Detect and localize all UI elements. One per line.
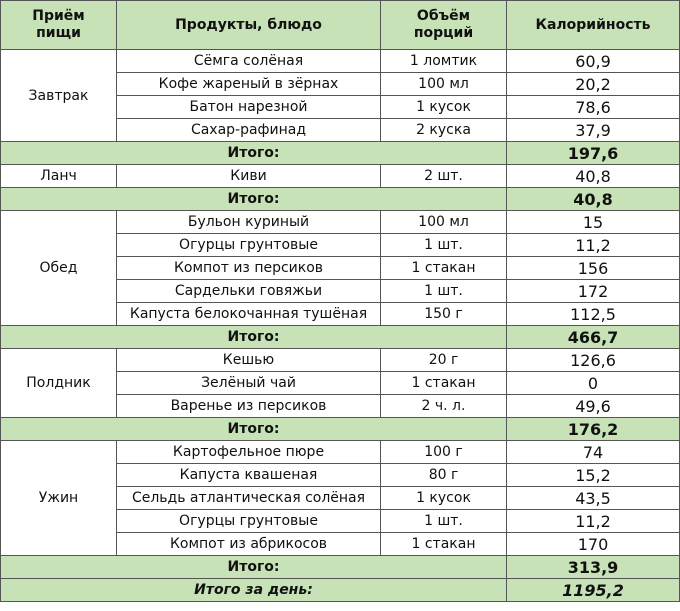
calories-cell: 74 (506, 440, 680, 464)
table-row: Сардельки говяжьи 1 шт. 172 (1, 279, 680, 303)
portion-cell: 1 ломтик (380, 49, 507, 73)
total-label: Итого: (0, 417, 507, 441)
product-cell: Сардельки говяжьи (116, 279, 381, 303)
portion-cell: 2 шт. (380, 164, 507, 188)
calories-cell: 20,2 (506, 72, 680, 96)
product-cell: Огурцы грунтовые (116, 509, 381, 533)
total-row: Итого: 466,7 (0, 325, 680, 349)
portion-cell: 1 шт. (380, 509, 507, 533)
portion-cell: 100 мл (380, 72, 507, 96)
table-row: Компот из персиков 1 стакан 156 (1, 256, 680, 280)
header-product: Продукты, блюдо (116, 0, 381, 50)
portion-cell: 2 куска (380, 118, 507, 142)
product-cell: Кофе жареный в зёрнах (116, 72, 381, 96)
portion-cell: 150 г (380, 302, 507, 326)
total-value: 197,6 (506, 141, 680, 165)
table-row: Сельдь атлантическая солёная 1 кусок 43,… (1, 486, 680, 510)
header-row: Приём пищи Продукты, блюдо Объём порций Ка… (0, 0, 680, 50)
product-cell: Варенье из персиков (116, 394, 381, 418)
portion-cell: 2 ч. л. (380, 394, 507, 418)
calories-cell: 0 (506, 371, 680, 395)
portion-cell: 1 кусок (380, 486, 507, 510)
portion-cell: 1 шт. (380, 233, 507, 257)
product-cell: Сельдь атлантическая солёная (116, 486, 381, 510)
product-cell: Сахар-рафинад (116, 118, 381, 142)
product-cell: Капуста квашеная (116, 463, 381, 487)
calories-cell: 43,5 (506, 486, 680, 510)
portion-cell: 80 г (380, 463, 507, 487)
table-row: Сахар-рафинад 2 куска 37,9 (1, 118, 680, 142)
total-label: Итого: (0, 555, 507, 579)
product-cell: Сёмга солёная (116, 49, 381, 73)
calories-cell: 15 (506, 210, 680, 234)
total-row: Итого: 40,8 (0, 187, 680, 211)
portion-cell: 100 г (380, 440, 507, 464)
grand-total-label: Итого за день: (0, 578, 507, 602)
portion-cell: 1 стакан (380, 371, 507, 395)
table-row: Зелёный чай 1 стакан 0 (1, 371, 680, 395)
table-row: Ужин Картофельное пюре 100 г 74 (0, 440, 680, 556)
table-row: Завтрак Сёмга солёная 1 ломтик 60,9 (0, 49, 680, 142)
total-row: Итого: 176,2 (0, 417, 680, 441)
total-label: Итого: (0, 141, 507, 165)
portion-cell: 1 кусок (380, 95, 507, 119)
table-row: Ланч Киви 2 шт. 40,8 (0, 164, 680, 188)
calories-cell: 40,8 (506, 164, 680, 188)
portion-cell: 20 г (380, 348, 507, 372)
table-row: Капуста белокочанная тушёная 150 г 112,5 (1, 302, 680, 326)
calories-cell: 156 (506, 256, 680, 280)
header-meal: Приём пищи (0, 0, 117, 50)
product-cell: Киви (116, 164, 381, 188)
meal-name: Ужин (0, 440, 117, 556)
total-row: Итого: 313,9 (0, 555, 680, 579)
calories-cell: 11,2 (506, 233, 680, 257)
portion-cell: 1 стакан (380, 532, 507, 556)
portion-cell: 1 стакан (380, 256, 507, 280)
product-cell: Зелёный чай (116, 371, 381, 395)
product-cell: Огурцы грунтовые (116, 233, 381, 257)
product-cell: Бульон куриный (116, 210, 381, 234)
grand-total-value: 1195,2 (506, 578, 680, 602)
total-label: Итого: (0, 187, 507, 211)
table-row: Полдник Кешью 20 г 126,6 (0, 348, 680, 418)
header-portion: Объём порций (380, 0, 507, 50)
table-row: Кофе жареный в зёрнах 100 мл 20,2 (1, 72, 680, 96)
meal-name: Полдник (0, 348, 117, 418)
meal-name: Ланч (0, 164, 117, 188)
calories-cell: 170 (506, 532, 680, 556)
product-cell: Компот из абрикосов (116, 532, 381, 556)
table-row: Батон нарезной 1 кусок 78,6 (1, 95, 680, 119)
meal-name: Обед (0, 210, 117, 326)
header-calories: Калорийность (506, 0, 680, 50)
table-row: Обед Бульон куриный 100 мл 15 (0, 210, 680, 326)
grand-total-row: Итого за день: 1195,2 (0, 578, 680, 602)
calories-cell: 37,9 (506, 118, 680, 142)
portion-cell: 100 мл (380, 210, 507, 234)
total-value: 176,2 (506, 417, 680, 441)
calories-cell: 15,2 (506, 463, 680, 487)
total-value: 313,9 (506, 555, 680, 579)
total-value: 466,7 (506, 325, 680, 349)
table-row: Огурцы грунтовые 1 шт. 11,2 (1, 233, 680, 257)
total-value: 40,8 (506, 187, 680, 211)
calories-cell: 112,5 (506, 302, 680, 326)
total-label: Итого: (0, 325, 507, 349)
table-body: Завтрак Сёмга солёная 1 ломтик 60,9 Кофе… (0, 49, 680, 602)
product-cell: Картофельное пюре (116, 440, 381, 464)
calories-cell: 60,9 (506, 49, 680, 73)
calories-cell: 172 (506, 279, 680, 303)
portion-cell: 1 шт. (380, 279, 507, 303)
calories-cell: 11,2 (506, 509, 680, 533)
calories-cell: 126,6 (506, 348, 680, 372)
product-cell: Компот из персиков (116, 256, 381, 280)
total-row: Итого: 197,6 (0, 141, 680, 165)
calories-cell: 49,6 (506, 394, 680, 418)
product-cell: Батон нарезной (116, 95, 381, 119)
product-cell: Кешью (116, 348, 381, 372)
calories-cell: 78,6 (506, 95, 680, 119)
meal-name: Завтрак (0, 49, 117, 142)
product-cell: Капуста белокочанная тушёная (116, 302, 381, 326)
